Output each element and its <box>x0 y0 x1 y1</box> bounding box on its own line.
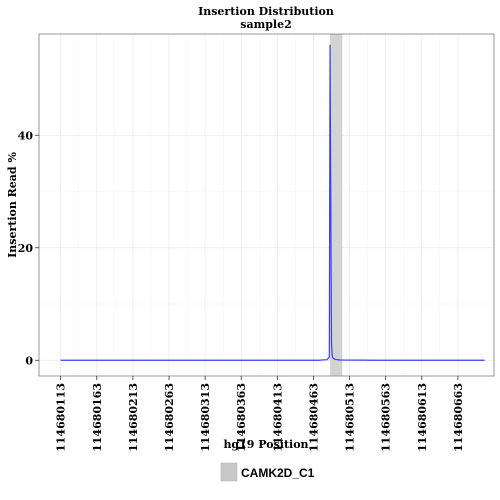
legend: CAMK2D_C1 <box>220 462 315 482</box>
legend-key <box>220 462 238 482</box>
x-tick-label: 114680313 <box>199 383 212 452</box>
x-tick-label: 114680213 <box>127 383 140 452</box>
x-tick-label: 114680463 <box>307 383 320 452</box>
x-axis-label: hg19 Position <box>223 438 308 451</box>
series-group <box>60 44 485 361</box>
x-tick-label: 114680613 <box>416 383 429 452</box>
highlight-region <box>330 34 343 376</box>
y-tick-label: 40 <box>18 129 34 142</box>
x-tick-label: 114680413 <box>271 383 284 452</box>
x-tick-label: 114680113 <box>55 383 68 452</box>
x-axis: 114680113 114680163 114680213 114680263 1146… <box>55 376 465 452</box>
y-axis-label: Insertion Read % <box>6 152 19 258</box>
x-tick-label: 114680663 <box>452 383 465 452</box>
y-tick-label: 0 <box>25 354 33 367</box>
region-camk2d-c1 <box>330 34 343 376</box>
x-tick-label: 114680263 <box>163 383 176 452</box>
x-tick-label: 114680163 <box>91 383 104 452</box>
chart-title: Insertion Distribution <box>198 5 334 18</box>
plot-border <box>38 33 495 377</box>
x-tick-label: 114680563 <box>380 383 393 452</box>
legend-label: CAMK2D_C1 <box>241 466 315 480</box>
x-tick-label: 114680513 <box>344 383 357 452</box>
x-tick-label: 114680363 <box>235 383 248 452</box>
y-tick-label: 20 <box>18 242 34 255</box>
grid <box>39 34 494 376</box>
series-line-0 <box>60 44 485 361</box>
chart-subtitle: sample2 <box>240 18 291 31</box>
y-axis: 0 20 40 <box>18 129 39 367</box>
